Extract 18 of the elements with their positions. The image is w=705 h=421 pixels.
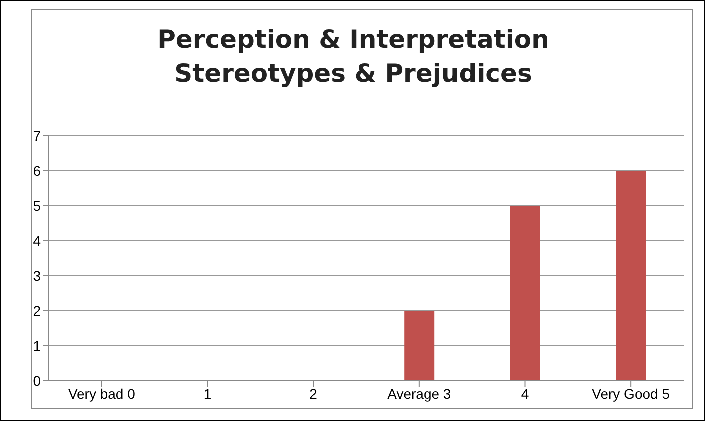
y-tick-label: 6: [33, 162, 42, 179]
bar: [404, 311, 435, 381]
y-tick-label: 0: [33, 372, 42, 389]
y-tick-label: 7: [33, 128, 42, 144]
chart-title: Perception & Interpretation Stereotypes & Prejudices: [156, 24, 550, 90]
bar: [616, 171, 646, 381]
x-tick-label: Very bad 0: [68, 386, 136, 402]
y-tick-label: 4: [33, 232, 42, 249]
y-tick-label: 1: [33, 338, 42, 354]
y-tick-label: 3: [33, 268, 42, 284]
x-tick-label: 2: [310, 386, 318, 402]
y-tick-label: 5: [33, 198, 42, 214]
x-tick-label: Very Good 5: [592, 386, 670, 402]
y-tick-label: 2: [33, 302, 42, 319]
x-tick-label: Average 3: [388, 386, 452, 402]
bar: [510, 206, 540, 381]
x-tick-label: 4: [521, 386, 530, 402]
x-tick-label: 1: [204, 386, 212, 402]
